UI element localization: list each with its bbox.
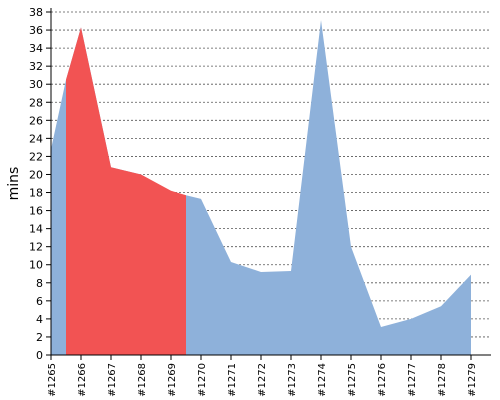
x-tick-label: #1273	[287, 363, 298, 397]
y-tick-label: 8	[36, 277, 43, 290]
plot-areas	[51, 20, 471, 356]
y-tick-label: 28	[29, 96, 43, 109]
x-tick-label: #1269	[167, 363, 178, 397]
x-tick-label: #1266	[77, 363, 88, 397]
x-tick-label: #1272	[257, 363, 268, 397]
x-axis-ticks: #1265 #1266 #1267 #1268 #1269 #1270 #1271 #1272…	[47, 355, 478, 397]
y-tick-label: 38	[29, 6, 43, 19]
y-tick-label: 16	[29, 205, 43, 218]
y-tick-label: 32	[29, 60, 43, 73]
x-tick-label: #1267	[107, 363, 118, 397]
y-tick-label: 34	[29, 42, 43, 55]
y-tick-label: 14	[29, 223, 43, 236]
y-tick-label: 18	[29, 187, 43, 200]
y-tick-label: 4	[36, 313, 43, 326]
y-tick-label: 26	[29, 114, 43, 127]
x-tick-label: #1268	[137, 363, 148, 397]
y-axis-label: mins	[6, 167, 22, 201]
y-tick-label: 0	[36, 349, 43, 362]
y-tick-label: 20	[29, 168, 43, 181]
y-tick-label: 22	[29, 150, 43, 163]
y-tick-label: 36	[29, 24, 43, 37]
y-tick-label: 24	[29, 132, 43, 145]
x-tick-label: #1265	[47, 363, 58, 397]
y-tick-label: 6	[36, 295, 43, 308]
x-tick-label: #1270	[197, 363, 208, 397]
y-tick-label: 30	[29, 78, 43, 91]
x-tick-label: #1275	[347, 363, 358, 397]
x-tick-label: #1274	[317, 363, 328, 397]
x-tick-label: #1277	[407, 363, 418, 397]
x-tick-label: #1278	[437, 363, 448, 397]
y-tick-label: 2	[36, 331, 43, 344]
x-tick-label: #1271	[227, 363, 238, 397]
y-tick-label: 12	[29, 241, 43, 254]
x-tick-label: #1279	[467, 363, 478, 397]
x-tick-label: #1276	[377, 363, 388, 397]
y-tick-label: 10	[29, 259, 43, 272]
highlight-area	[66, 27, 186, 356]
